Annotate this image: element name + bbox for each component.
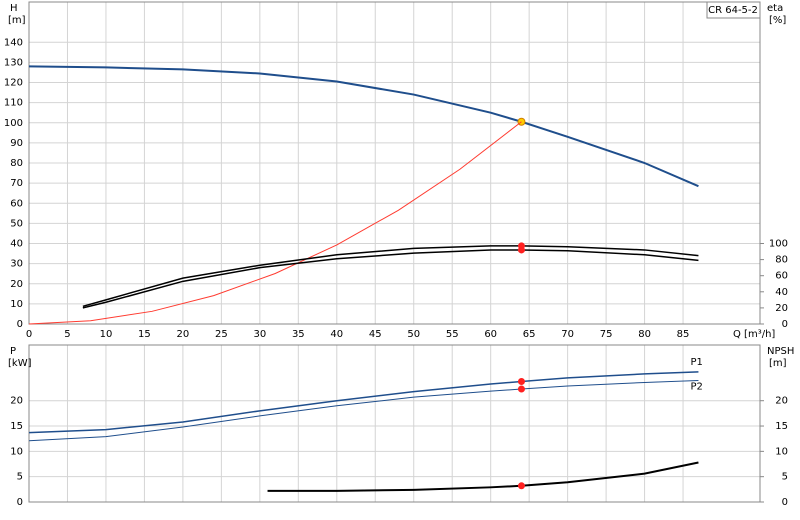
y-tick-label: 40 [10,239,23,250]
y-tick-label: 5 [17,472,23,483]
x-tick-label: 50 [407,329,420,340]
series-label: P2 [690,381,702,392]
title-box [706,1,761,19]
y2-tick-label: 60 [775,271,788,282]
y-tick-label: 0 [17,497,23,508]
series-line [28,121,522,325]
series-label: P1 [690,357,702,368]
y2-tick-label: 15 [775,421,788,432]
y-tick-label: 15 [10,421,23,432]
y2-tick-label: 20 [775,303,788,314]
series-line [82,249,699,309]
x-tick-label: 30 [253,329,266,340]
y2-unit: [m] [769,358,787,369]
y-tick-label: 70 [10,178,23,189]
duty-point [517,246,525,254]
y-tick-label: 120 [4,78,23,89]
y2-tick-label: 20 [775,396,788,407]
x-tick-label: 85 [677,329,690,340]
y-tick-label: 140 [4,37,23,48]
x-tick-label: 75 [600,329,613,340]
y-tick-label: 60 [10,198,23,209]
x-tick-label: 55 [446,329,459,340]
y-tick-label: 10 [10,299,23,310]
y2-tick-label: 100 [769,239,788,250]
x-tick-label: 45 [369,329,382,340]
series-line [267,461,699,492]
y-tick-label: 10 [10,446,23,457]
series-line [28,371,699,434]
y-tick-label: 0 [17,319,23,330]
x-tick-label: 60 [484,329,497,340]
x-tick-label: 5 [64,329,70,340]
x-label: Q [m³/h] [733,329,775,340]
duty-point [517,377,525,385]
y-tick-label: 30 [10,259,23,270]
y-unit: [m] [8,15,26,26]
x-tick-label: 10 [100,329,113,340]
y-tick-label: 50 [10,218,23,229]
y-tick-label: 130 [4,57,23,68]
x-tick-label: 0 [26,329,32,340]
y2-label: NPSH [767,346,794,357]
y2-tick-label: 5 [782,472,788,483]
x-tick-label: 35 [292,329,305,340]
x-tick-label: 80 [638,329,651,340]
y-label: P [10,346,16,357]
duty-point [517,385,525,393]
y2-tick-label: 80 [775,255,788,266]
series-line [82,245,699,308]
x-tick-label: 65 [523,329,536,340]
y2-tick-label: 40 [775,287,788,298]
y-tick-label: 110 [4,98,23,109]
y-tick-label: 20 [10,279,23,290]
y2-tick-label: 0 [782,319,788,330]
plot-frame [28,1,761,325]
x-tick-label: 20 [177,329,190,340]
y-tick-label: 90 [10,138,23,149]
y-tick-label: 20 [10,396,23,407]
x-tick-label: 40 [330,329,343,340]
duty-point [517,482,525,490]
y2-tick-label: 10 [775,446,788,457]
x-tick-label: 25 [215,329,228,340]
y2-tick-label: 0 [782,497,788,508]
series-line [28,379,699,442]
series-line [28,65,699,188]
y-tick-label: 80 [10,158,23,169]
x-tick-label: 15 [138,329,151,340]
y-tick-label: 100 [4,118,23,129]
y2-unit: [%] [769,15,786,26]
plot-frame [28,344,761,503]
y2-label: eta [767,3,783,14]
x-tick-label: 70 [561,329,574,340]
y-unit: [kW] [8,358,32,369]
y-label: H [10,3,18,14]
chart-title: CR 64-5-2 [708,5,758,16]
